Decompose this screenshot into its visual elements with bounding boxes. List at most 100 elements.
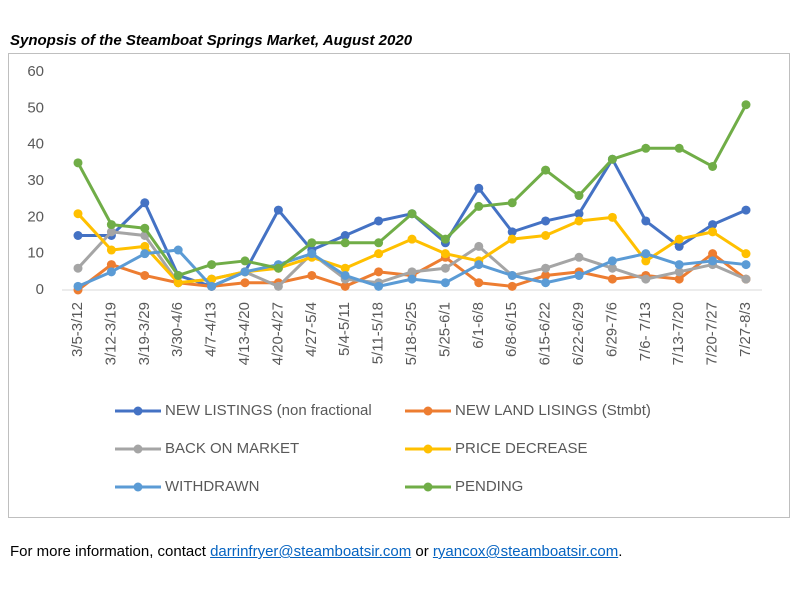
data-point	[541, 216, 551, 226]
data-point	[307, 238, 317, 248]
legend-label: PRICE DECREASE	[455, 440, 588, 457]
data-point	[340, 238, 350, 248]
data-point	[541, 263, 551, 273]
legend-marker	[423, 406, 433, 416]
data-point	[541, 165, 551, 175]
email-link[interactable]: ryancox@steamboatsir.com	[432, 543, 619, 560]
data-point	[374, 281, 384, 291]
footer-text: .	[618, 543, 623, 560]
data-point	[708, 227, 718, 237]
data-point	[106, 245, 116, 255]
data-point	[106, 220, 116, 230]
data-point	[574, 216, 584, 226]
x-tick-label: 3/19-3/29	[136, 302, 153, 365]
data-point	[440, 234, 450, 244]
y-tick-label: 20	[27, 208, 44, 225]
data-point	[207, 274, 217, 284]
data-point	[607, 256, 617, 266]
legend-marker	[133, 482, 143, 492]
document-title: Synopsis of the Steamboat Springs Market…	[10, 32, 413, 49]
data-point	[173, 278, 183, 288]
data-point	[340, 270, 350, 280]
x-tick-label: 4/27-5/4	[303, 302, 320, 357]
legend-label: PENDING	[455, 478, 523, 495]
data-point	[340, 281, 350, 291]
data-point	[474, 201, 484, 211]
data-point	[407, 209, 417, 219]
x-tick-label: 3/12-3/19	[102, 302, 119, 365]
data-point	[140, 249, 150, 259]
data-point	[273, 205, 283, 215]
data-point	[741, 205, 751, 215]
footer: For more information, contact darrinfrye…	[10, 543, 622, 560]
x-tick-label: 3/30-4/6	[169, 302, 186, 357]
x-tick-label: 5/18-5/25	[403, 302, 420, 365]
data-point	[708, 256, 718, 266]
y-tick-label: 40	[27, 136, 44, 153]
legend-marker	[133, 406, 143, 416]
data-point	[708, 161, 718, 171]
data-point	[541, 231, 551, 240]
data-point	[73, 209, 83, 219]
x-tick-label: 4/7-4/13	[203, 302, 220, 357]
data-point	[741, 100, 751, 110]
data-point	[474, 278, 484, 288]
x-tick-label: 5/4-5/11	[336, 302, 353, 356]
x-tick-label: 6/29-7/6	[603, 302, 620, 357]
data-point	[708, 249, 718, 259]
y-tick-label: 50	[27, 99, 44, 116]
data-point	[507, 234, 517, 244]
data-point	[574, 209, 584, 219]
data-point	[641, 143, 651, 153]
data-point	[574, 270, 584, 280]
data-point	[307, 249, 317, 259]
data-point	[674, 143, 684, 153]
y-tick-label: 0	[36, 281, 44, 298]
y-tick-label: 30	[27, 172, 44, 189]
data-point	[607, 212, 617, 222]
data-point	[507, 198, 517, 208]
data-point	[273, 263, 283, 273]
data-point	[507, 281, 517, 291]
x-tick-label: 6/1-6/8	[470, 302, 487, 349]
data-point	[607, 263, 617, 273]
data-point	[407, 234, 417, 244]
data-point	[641, 274, 651, 284]
data-point	[474, 241, 484, 251]
data-point	[440, 249, 450, 259]
data-point	[73, 263, 83, 273]
data-point	[140, 270, 150, 280]
data-point	[674, 267, 684, 277]
data-point	[73, 231, 83, 240]
legend-marker	[423, 444, 433, 454]
data-point	[73, 281, 83, 291]
legend-marker	[133, 444, 143, 454]
data-point	[106, 260, 116, 270]
data-point	[574, 191, 584, 201]
data-point	[641, 256, 651, 266]
data-point	[708, 220, 718, 230]
data-point	[507, 270, 517, 280]
data-point	[374, 249, 384, 259]
data-point	[106, 227, 116, 237]
data-point	[674, 274, 684, 284]
x-tick-label: 6/22-6/29	[570, 302, 587, 365]
data-point	[106, 267, 116, 277]
data-point	[173, 270, 183, 280]
data-point	[273, 281, 283, 291]
data-point	[474, 183, 484, 193]
email-link[interactable]: darrinfryer@steamboatsir.com	[210, 543, 412, 560]
legend-label: WITHDRAWN	[165, 478, 259, 495]
data-point	[507, 227, 517, 237]
data-point	[741, 274, 751, 284]
data-point	[140, 241, 150, 251]
data-point	[240, 267, 250, 277]
data-point	[440, 278, 450, 288]
data-point	[741, 249, 751, 259]
data-point	[641, 249, 651, 259]
data-point	[474, 260, 484, 270]
data-point	[674, 260, 684, 270]
data-point	[407, 274, 417, 284]
legend-label: BACK ON MARKET	[165, 440, 299, 457]
